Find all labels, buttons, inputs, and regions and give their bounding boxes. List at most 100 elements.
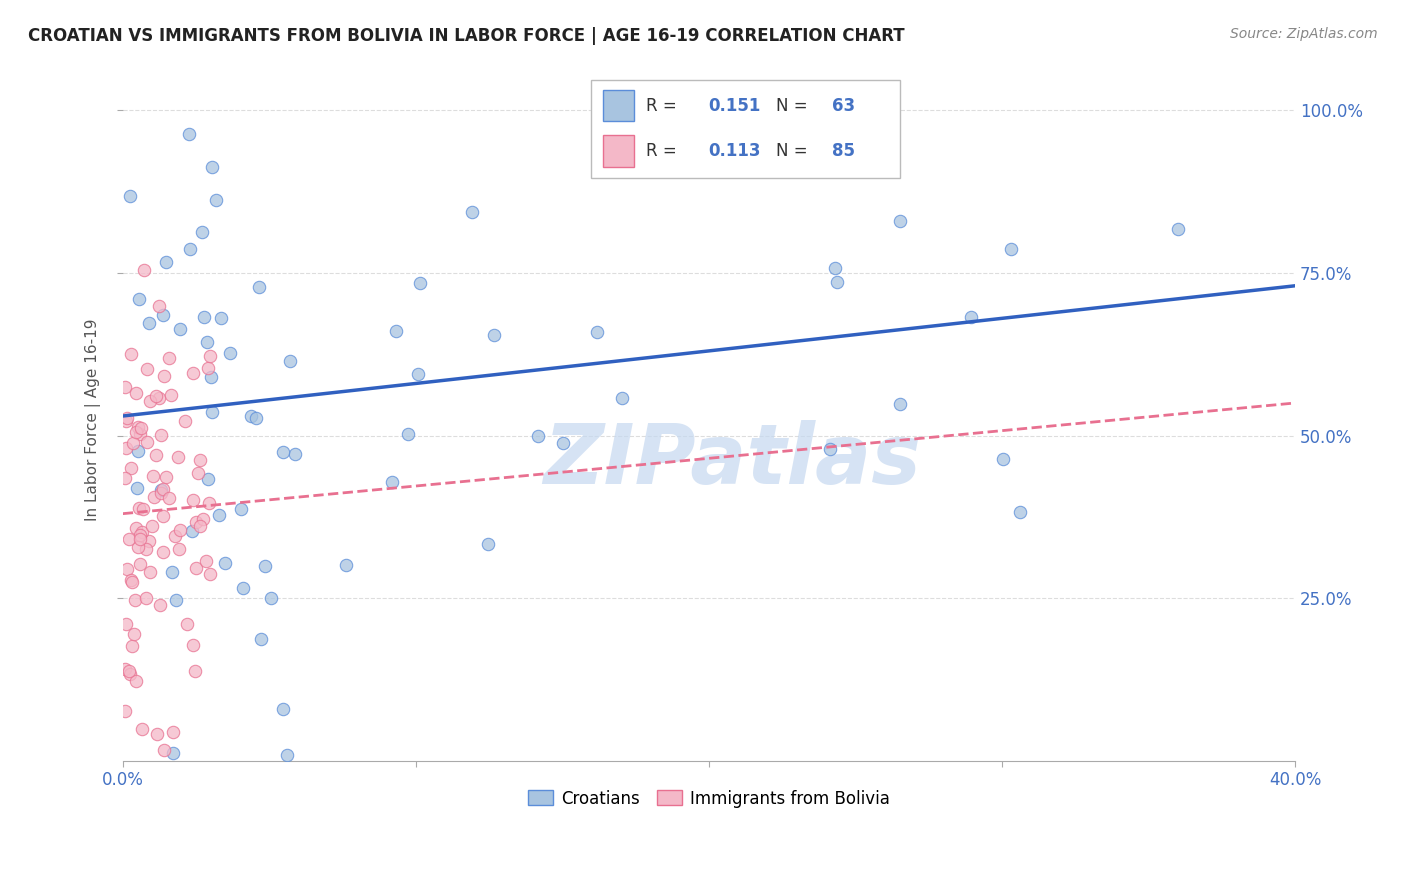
Point: [138, 316, 160, 330]
Point: [129, 421, 152, 435]
Point: [157, 351, 180, 366]
Point: [127, 444, 149, 458]
Point: [181, 366, 204, 380]
Point: [115, 562, 138, 576]
Point: [141, 518, 163, 533]
Point: [128, 427, 150, 442]
Point: [121, 575, 143, 590]
Point: [406, 368, 429, 382]
Point: [162, 746, 184, 760]
Point: [122, 627, 145, 641]
Point: [118, 666, 141, 681]
Point: [117, 411, 139, 425]
Point: [114, 471, 136, 485]
Point: [165, 529, 187, 543]
Point: [218, 346, 240, 360]
Point: [197, 472, 219, 486]
Point: [148, 391, 170, 405]
Point: [190, 225, 212, 239]
Point: [232, 582, 254, 596]
Point: [132, 262, 155, 277]
Point: [152, 545, 174, 559]
Point: [181, 638, 204, 652]
Point: [166, 450, 188, 464]
Point: [1000, 242, 1022, 256]
Point: [152, 508, 174, 523]
Point: [253, 558, 276, 573]
Point: [118, 532, 141, 546]
Point: [335, 558, 357, 573]
Point: [135, 361, 157, 376]
Text: R =: R =: [647, 97, 682, 115]
Legend: Croatians, Immigrants from Bolivia: Croatians, Immigrants from Bolivia: [522, 783, 897, 814]
Point: [135, 591, 157, 606]
Point: [482, 328, 505, 343]
Point: [149, 598, 172, 612]
Text: 85: 85: [832, 142, 855, 160]
Point: [159, 491, 181, 505]
Point: [197, 361, 219, 376]
Text: 0.151: 0.151: [709, 97, 761, 115]
Point: [120, 460, 142, 475]
Point: [180, 524, 202, 539]
Point: [239, 409, 262, 423]
Point: [145, 389, 167, 403]
Point: [114, 379, 136, 393]
Point: [184, 664, 207, 678]
Point: [132, 502, 155, 516]
Point: [129, 532, 152, 546]
Point: [135, 541, 157, 556]
Point: [889, 214, 911, 228]
Point: [385, 324, 408, 338]
Point: [169, 321, 191, 335]
Point: [128, 557, 150, 571]
Point: [191, 512, 214, 526]
Point: [214, 556, 236, 570]
Point: [148, 299, 170, 313]
Point: [169, 523, 191, 537]
Point: [160, 566, 183, 580]
Point: [136, 434, 159, 449]
FancyBboxPatch shape: [591, 80, 900, 178]
Point: [409, 277, 432, 291]
Point: [284, 447, 307, 461]
Point: [1008, 505, 1031, 519]
Point: [186, 561, 208, 575]
Point: [824, 260, 846, 275]
Point: [114, 704, 136, 718]
Point: [153, 369, 176, 384]
Point: [195, 334, 218, 349]
Point: [122, 436, 145, 450]
Point: [889, 397, 911, 411]
Point: [526, 429, 548, 443]
Point: [125, 425, 148, 440]
Text: N =: N =: [776, 97, 813, 115]
Text: CROATIAN VS IMMIGRANTS FROM BOLIVIA IN LABOR FORCE | AGE 16-19 CORRELATION CHART: CROATIAN VS IMMIGRANTS FROM BOLIVIA IN L…: [28, 27, 904, 45]
Point: [195, 554, 218, 568]
Point: [146, 727, 169, 741]
Point: [138, 534, 160, 549]
Point: [125, 674, 148, 689]
Point: [128, 500, 150, 515]
Text: ZIPatlas: ZIPatlas: [544, 420, 921, 500]
Point: [114, 414, 136, 428]
Point: [231, 501, 253, 516]
Point: [165, 592, 187, 607]
Point: [150, 485, 173, 500]
Point: [169, 541, 191, 556]
Text: 0.113: 0.113: [709, 142, 761, 160]
Point: [150, 483, 173, 498]
Point: [125, 386, 148, 401]
Point: [1167, 222, 1189, 236]
Point: [271, 702, 294, 716]
Point: [131, 722, 153, 736]
Point: [152, 743, 174, 757]
Point: [131, 524, 153, 539]
Point: [960, 310, 983, 324]
Point: [585, 325, 607, 339]
Point: [139, 394, 162, 409]
Point: [197, 496, 219, 510]
Point: [271, 445, 294, 459]
Point: [245, 411, 267, 425]
Point: [209, 311, 232, 326]
